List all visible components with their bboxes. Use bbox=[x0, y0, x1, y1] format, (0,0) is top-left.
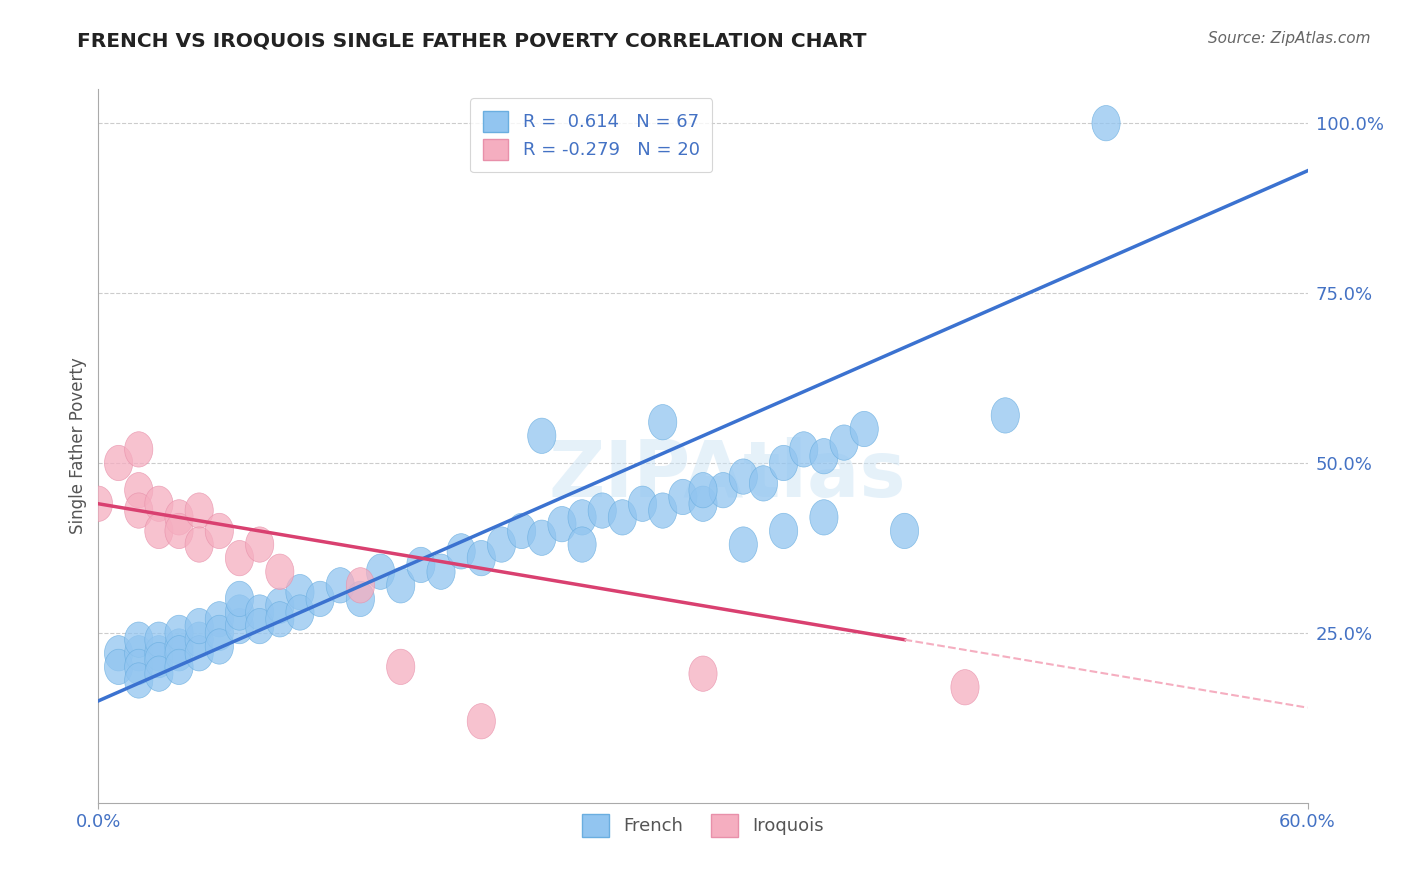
Ellipse shape bbox=[145, 636, 173, 671]
Ellipse shape bbox=[790, 432, 818, 467]
Ellipse shape bbox=[104, 445, 132, 481]
Ellipse shape bbox=[186, 622, 214, 657]
Ellipse shape bbox=[367, 554, 395, 590]
Legend: French, Iroquois: French, Iroquois bbox=[575, 807, 831, 844]
Ellipse shape bbox=[125, 473, 153, 508]
Ellipse shape bbox=[165, 649, 193, 684]
Ellipse shape bbox=[689, 656, 717, 691]
Ellipse shape bbox=[165, 513, 193, 549]
Ellipse shape bbox=[205, 513, 233, 549]
Ellipse shape bbox=[186, 608, 214, 644]
Ellipse shape bbox=[145, 486, 173, 522]
Ellipse shape bbox=[527, 520, 555, 556]
Ellipse shape bbox=[387, 567, 415, 603]
Ellipse shape bbox=[125, 636, 153, 671]
Ellipse shape bbox=[266, 588, 294, 624]
Ellipse shape bbox=[84, 486, 112, 522]
Text: Source: ZipAtlas.com: Source: ZipAtlas.com bbox=[1208, 31, 1371, 46]
Ellipse shape bbox=[125, 432, 153, 467]
Ellipse shape bbox=[125, 649, 153, 684]
Ellipse shape bbox=[266, 601, 294, 637]
Ellipse shape bbox=[830, 425, 858, 460]
Ellipse shape bbox=[447, 533, 475, 569]
Ellipse shape bbox=[326, 567, 354, 603]
Ellipse shape bbox=[165, 615, 193, 650]
Ellipse shape bbox=[246, 595, 274, 630]
Ellipse shape bbox=[730, 527, 758, 562]
Ellipse shape bbox=[508, 513, 536, 549]
Ellipse shape bbox=[769, 445, 797, 481]
Ellipse shape bbox=[851, 411, 879, 447]
Ellipse shape bbox=[427, 554, 456, 590]
Ellipse shape bbox=[186, 636, 214, 671]
Ellipse shape bbox=[689, 473, 717, 508]
Y-axis label: Single Father Poverty: Single Father Poverty bbox=[69, 358, 87, 534]
Ellipse shape bbox=[346, 567, 374, 603]
Ellipse shape bbox=[467, 704, 495, 739]
Ellipse shape bbox=[527, 418, 555, 453]
Ellipse shape bbox=[186, 527, 214, 562]
Ellipse shape bbox=[588, 493, 616, 528]
Text: ZIPAtlas: ZIPAtlas bbox=[548, 436, 905, 513]
Ellipse shape bbox=[709, 473, 737, 508]
Ellipse shape bbox=[648, 493, 676, 528]
Ellipse shape bbox=[225, 582, 253, 616]
Ellipse shape bbox=[307, 582, 335, 616]
Ellipse shape bbox=[125, 663, 153, 698]
Ellipse shape bbox=[387, 649, 415, 684]
Ellipse shape bbox=[205, 629, 233, 665]
Ellipse shape bbox=[1092, 105, 1121, 141]
Ellipse shape bbox=[950, 670, 979, 705]
Ellipse shape bbox=[810, 439, 838, 474]
Ellipse shape bbox=[648, 405, 676, 440]
Ellipse shape bbox=[104, 649, 132, 684]
Ellipse shape bbox=[125, 493, 153, 528]
Ellipse shape bbox=[488, 527, 516, 562]
Ellipse shape bbox=[145, 513, 173, 549]
Ellipse shape bbox=[266, 554, 294, 590]
Ellipse shape bbox=[205, 615, 233, 650]
Ellipse shape bbox=[145, 642, 173, 678]
Ellipse shape bbox=[186, 493, 214, 528]
Ellipse shape bbox=[628, 486, 657, 522]
Ellipse shape bbox=[669, 479, 697, 515]
Ellipse shape bbox=[467, 541, 495, 576]
Ellipse shape bbox=[125, 622, 153, 657]
Ellipse shape bbox=[890, 513, 918, 549]
Ellipse shape bbox=[548, 507, 576, 541]
Ellipse shape bbox=[165, 629, 193, 665]
Ellipse shape bbox=[225, 541, 253, 576]
Ellipse shape bbox=[769, 513, 797, 549]
Ellipse shape bbox=[225, 608, 253, 644]
Ellipse shape bbox=[568, 500, 596, 535]
Ellipse shape bbox=[730, 458, 758, 494]
Ellipse shape bbox=[609, 500, 637, 535]
Ellipse shape bbox=[246, 608, 274, 644]
Ellipse shape bbox=[689, 486, 717, 522]
Ellipse shape bbox=[991, 398, 1019, 434]
Ellipse shape bbox=[165, 636, 193, 671]
Ellipse shape bbox=[104, 636, 132, 671]
Ellipse shape bbox=[145, 656, 173, 691]
Ellipse shape bbox=[145, 622, 173, 657]
Ellipse shape bbox=[165, 500, 193, 535]
Ellipse shape bbox=[406, 548, 434, 582]
Ellipse shape bbox=[285, 574, 314, 610]
Ellipse shape bbox=[810, 500, 838, 535]
Text: FRENCH VS IROQUOIS SINGLE FATHER POVERTY CORRELATION CHART: FRENCH VS IROQUOIS SINGLE FATHER POVERTY… bbox=[77, 31, 868, 50]
Ellipse shape bbox=[749, 466, 778, 501]
Ellipse shape bbox=[346, 582, 374, 616]
Ellipse shape bbox=[246, 527, 274, 562]
Ellipse shape bbox=[568, 527, 596, 562]
Ellipse shape bbox=[205, 601, 233, 637]
Ellipse shape bbox=[225, 595, 253, 630]
Ellipse shape bbox=[285, 595, 314, 630]
